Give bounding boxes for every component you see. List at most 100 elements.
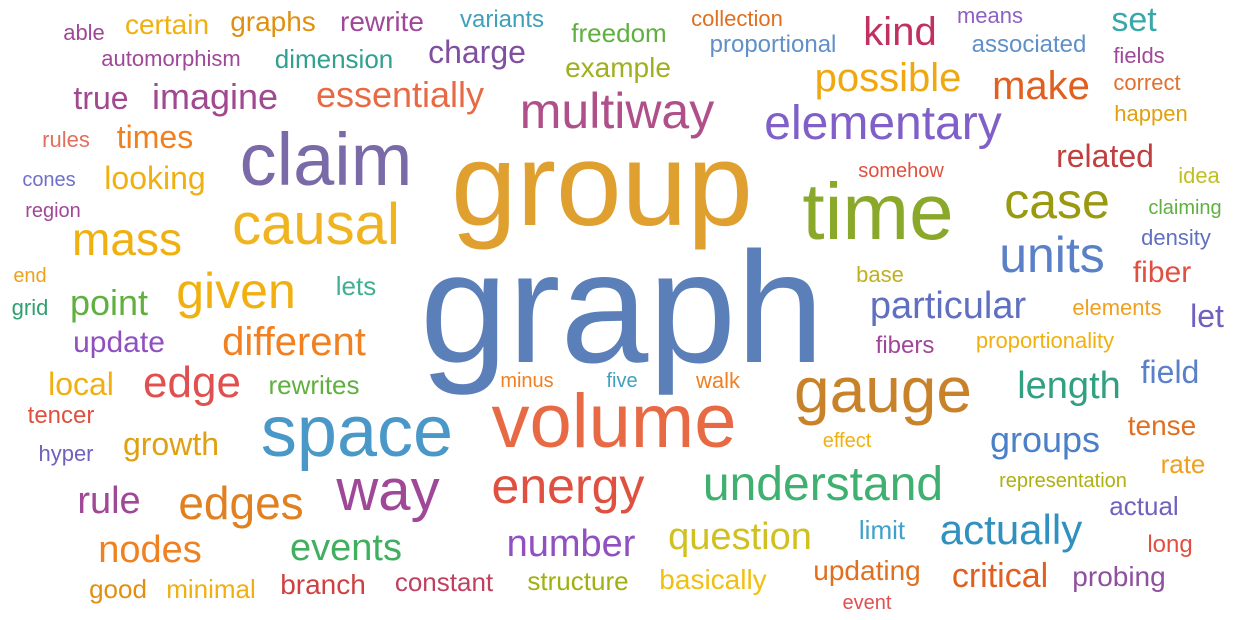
- word-graph: graph: [419, 220, 825, 396]
- word-fibers: fibers: [875, 332, 935, 359]
- word-edges: edges: [178, 477, 304, 529]
- word-means: means: [956, 3, 1024, 28]
- word-base: base: [856, 262, 904, 287]
- word-structure: structure: [527, 566, 629, 596]
- word-length: length: [1017, 365, 1121, 407]
- word-given: given: [176, 263, 296, 319]
- word-let: let: [1190, 298, 1224, 334]
- word-local: local: [48, 366, 114, 402]
- word-lets: lets: [335, 271, 377, 301]
- word-rate: rate: [1160, 449, 1206, 479]
- word-case: case: [1004, 173, 1110, 229]
- word-rewrites: rewrites: [268, 370, 360, 400]
- word-causal: causal: [232, 192, 400, 257]
- word-tense: tense: [1127, 410, 1197, 441]
- word-elementary: elementary: [764, 97, 1002, 150]
- word-update: update: [73, 326, 165, 359]
- word-claiming: claiming: [1148, 197, 1222, 219]
- word-actually: actually: [939, 506, 1083, 553]
- word-essentially: essentially: [315, 74, 485, 115]
- word-field: field: [1140, 354, 1200, 390]
- word-updating: updating: [813, 555, 921, 586]
- word-make: make: [992, 64, 1090, 108]
- word-example: example: [565, 52, 671, 83]
- word-rule: rule: [77, 480, 141, 522]
- word-dimension: dimension: [274, 44, 394, 74]
- word-rules: rules: [42, 127, 90, 152]
- word-time: time: [802, 167, 954, 256]
- word-effect: effect: [822, 430, 872, 452]
- word-multiway: multiway: [519, 83, 715, 139]
- word-idea: idea: [1178, 163, 1220, 188]
- word-particular: particular: [869, 285, 1027, 327]
- word-representation: representation: [999, 470, 1127, 492]
- word-minus: minus: [500, 370, 554, 392]
- word-long: long: [1147, 531, 1193, 558]
- word-different: different: [222, 320, 366, 364]
- word-grid: grid: [11, 295, 49, 320]
- word-event: event: [842, 592, 892, 614]
- word-kind: kind: [863, 10, 937, 54]
- word-group: group: [451, 119, 753, 251]
- word-graphs: graphs: [230, 6, 316, 37]
- word-set: set: [1111, 1, 1157, 39]
- word-number: number: [506, 523, 636, 565]
- word-hyper: hyper: [38, 441, 94, 466]
- word-five: five: [606, 370, 638, 392]
- word-constant: constant: [394, 567, 494, 597]
- word-imagine: imagine: [151, 76, 279, 117]
- word-mass: mass: [72, 213, 182, 265]
- word-end: end: [13, 265, 47, 287]
- word-fields: fields: [1113, 43, 1165, 68]
- word-freedom: freedom: [571, 18, 667, 48]
- word-volume: volume: [491, 379, 737, 464]
- word-automorphism: automorphism: [101, 46, 241, 71]
- word-actual: actual: [1109, 491, 1179, 521]
- word-related: related: [1056, 138, 1154, 174]
- word-variants: variants: [459, 6, 545, 33]
- word-able: able: [63, 20, 105, 45]
- word-edge: edge: [143, 358, 241, 407]
- word-correct: correct: [1113, 70, 1181, 95]
- word-fiber: fiber: [1132, 256, 1192, 289]
- word-region: region: [25, 200, 81, 222]
- word-basically: basically: [659, 564, 767, 595]
- word-groups: groups: [989, 419, 1101, 460]
- word-branch: branch: [280, 569, 366, 600]
- word-minimal: minimal: [166, 574, 256, 604]
- word-associated: associated: [971, 31, 1087, 58]
- word-looking: looking: [104, 160, 206, 196]
- word-energy: energy: [491, 458, 645, 514]
- word-point: point: [69, 282, 149, 323]
- word-proportionality: proportionality: [975, 328, 1115, 353]
- word-somehow: somehow: [858, 160, 944, 182]
- word-units: units: [999, 227, 1105, 283]
- word-tencer: tencer: [27, 402, 95, 429]
- word-gauge: gauge: [794, 354, 972, 426]
- word-claim: claim: [239, 118, 413, 201]
- word-understand: understand: [702, 458, 944, 511]
- word-probing: probing: [1072, 561, 1166, 592]
- word-nodes: nodes: [98, 529, 202, 571]
- word-cones: cones: [22, 169, 76, 191]
- word-density: density: [1141, 225, 1211, 250]
- word-happen: happen: [1114, 101, 1188, 126]
- word-events: events: [290, 527, 402, 569]
- word-walk: walk: [695, 368, 741, 393]
- word-critical: critical: [951, 557, 1049, 595]
- word-true: true: [73, 80, 129, 116]
- word-collection: collection: [691, 6, 783, 31]
- word-rewrite: rewrite: [339, 6, 425, 37]
- word-elements: elements: [1072, 295, 1162, 320]
- word-times: times: [116, 119, 194, 155]
- word-question: question: [668, 516, 812, 558]
- word-limit: limit: [858, 515, 906, 545]
- word-growth: growth: [122, 426, 220, 462]
- word-way: way: [336, 458, 440, 523]
- word-certain: certain: [124, 9, 210, 40]
- word-charge: charge: [428, 34, 526, 70]
- word-good: good: [89, 574, 147, 604]
- word-possible: possible: [814, 56, 962, 100]
- word-space: space: [260, 392, 454, 472]
